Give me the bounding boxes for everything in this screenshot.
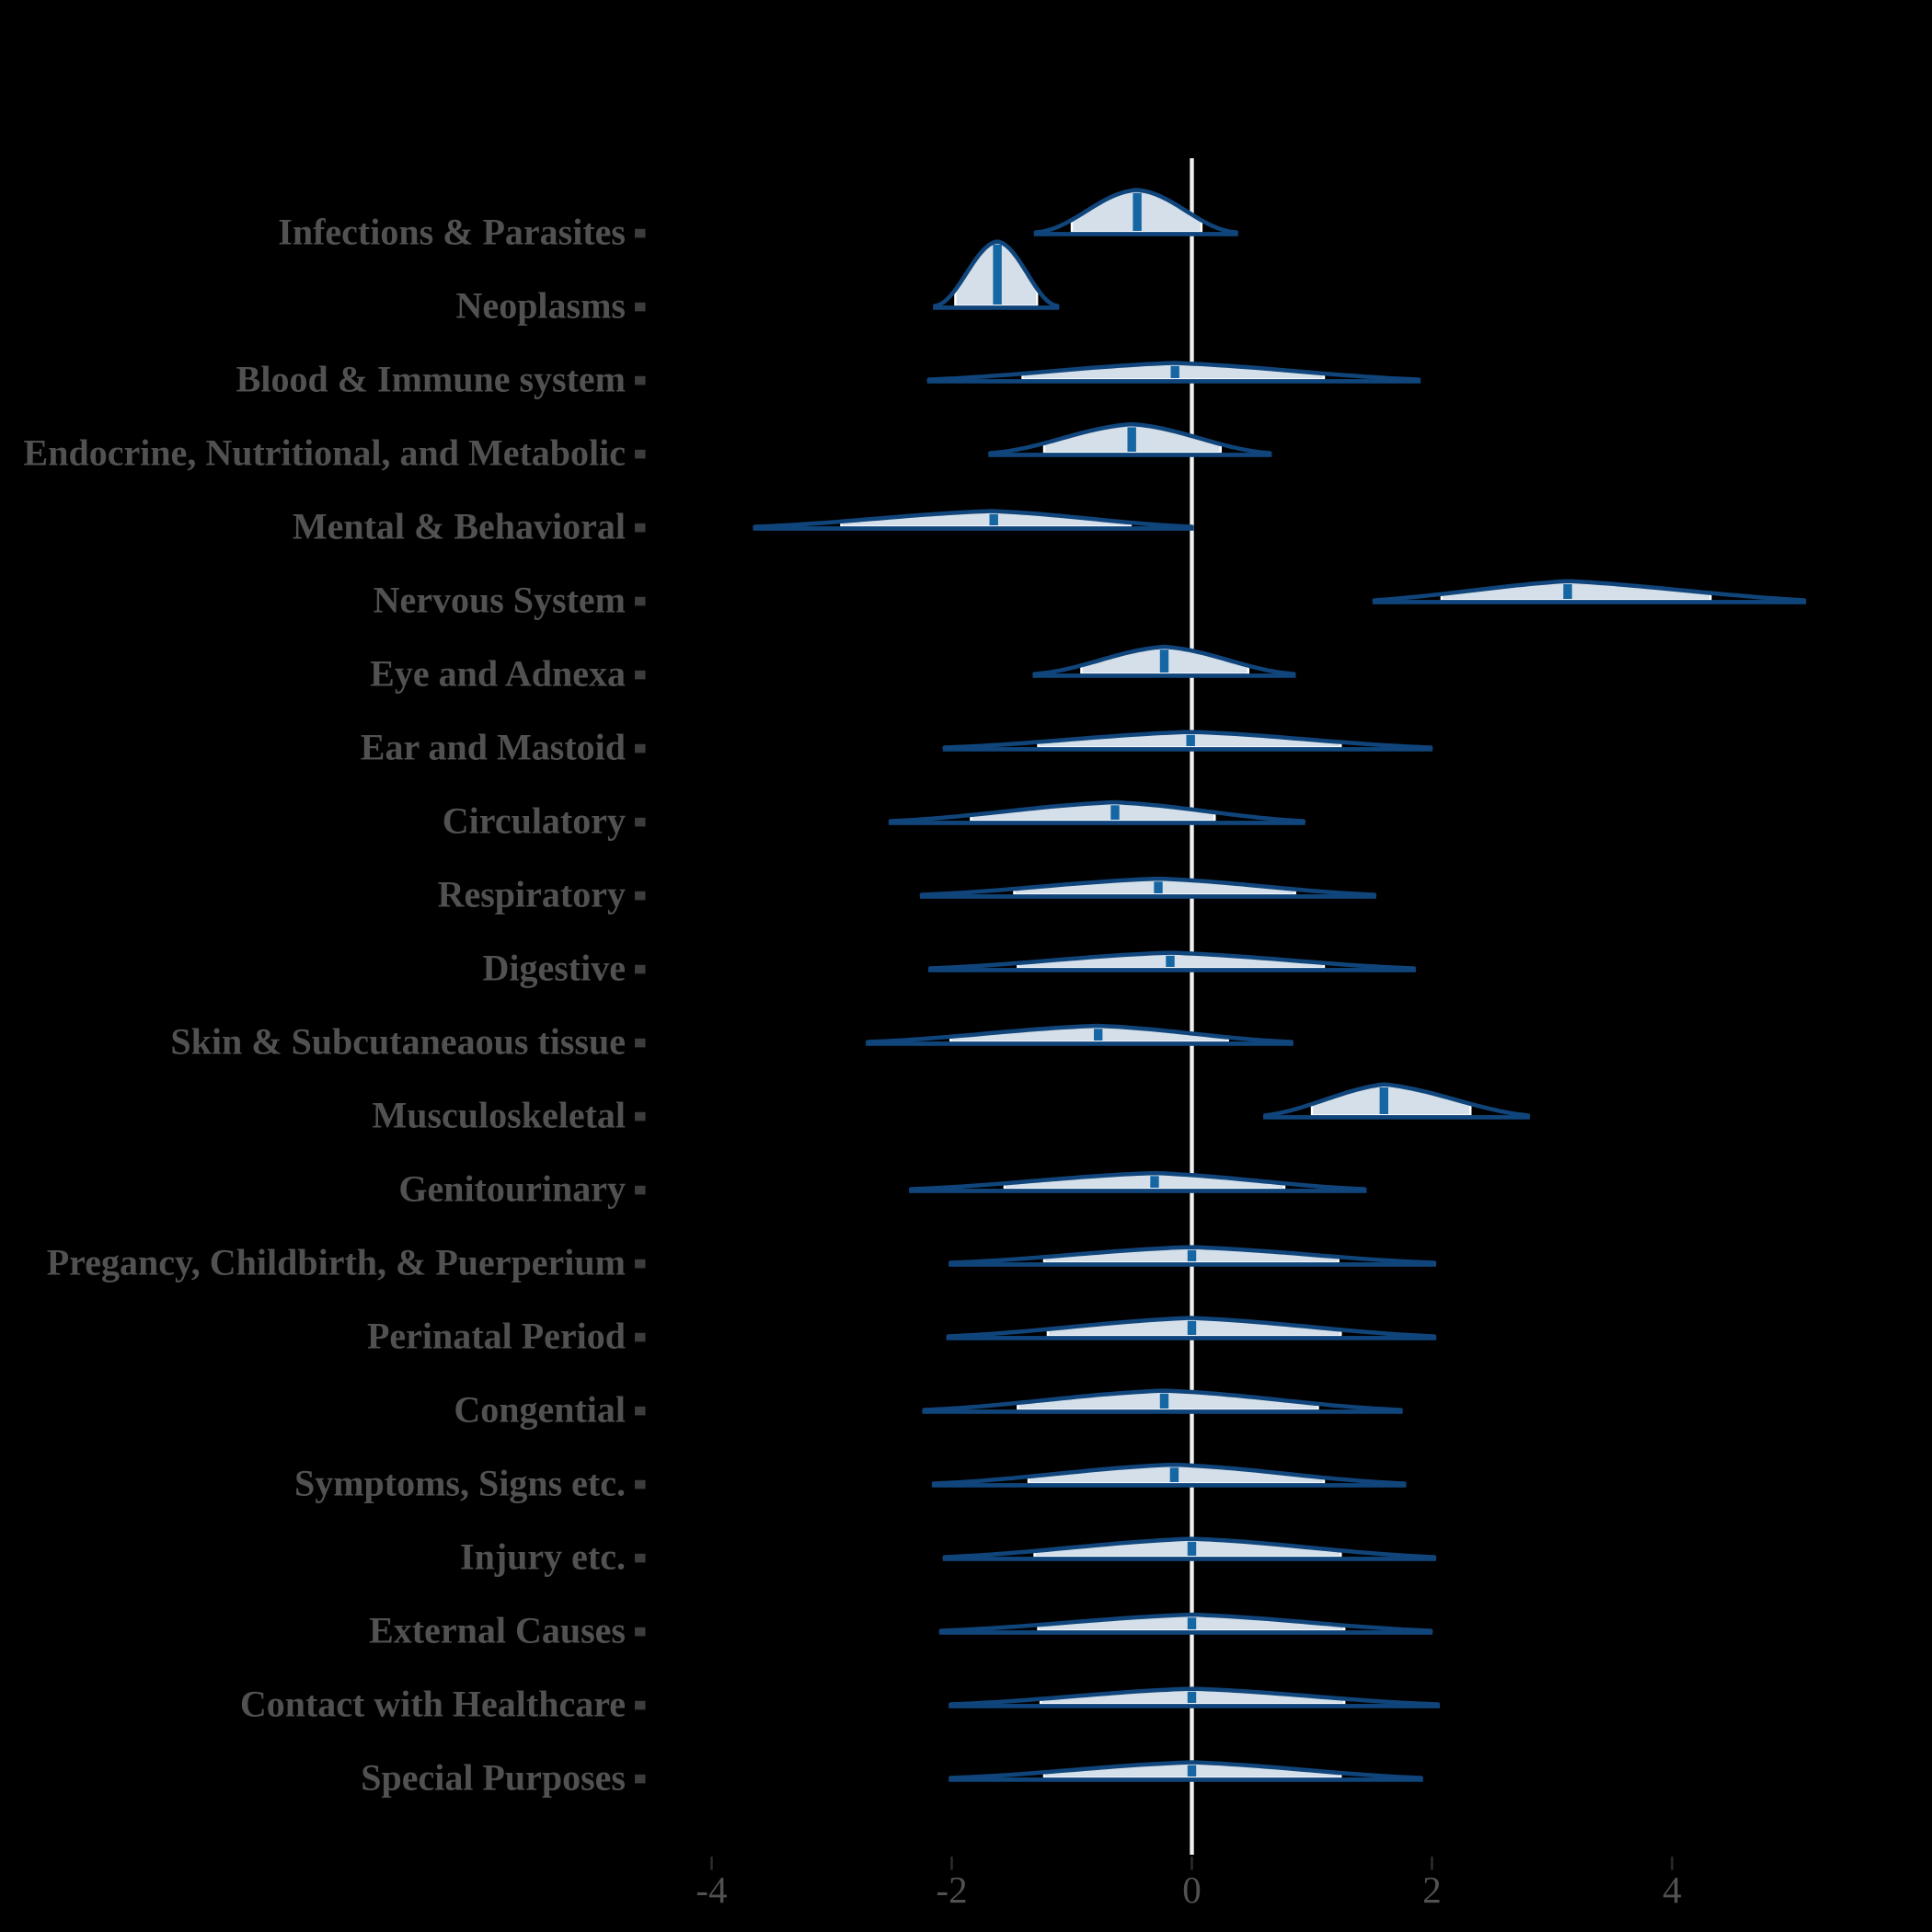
svg-text:Eye and Adnexa: Eye and Adnexa [370, 653, 626, 695]
svg-text:Digestive: Digestive [482, 948, 626, 989]
svg-text:Endocrine, Nutritional, and Me: Endocrine, Nutritional, and Metabolic [24, 432, 626, 474]
svg-text:Ear and Mastoid: Ear and Mastoid [361, 727, 626, 768]
svg-text:-4: -4 [696, 1869, 727, 1911]
svg-text:Pregancy, Childbirth, & Puerpe: Pregancy, Childbirth, & Puerperium [47, 1242, 626, 1283]
svg-text:Mental & Behavioral: Mental & Behavioral [293, 506, 626, 547]
svg-text:External Causes: External Causes [369, 1610, 626, 1651]
svg-text:2: 2 [1422, 1869, 1442, 1911]
svg-text:0: 0 [1182, 1869, 1202, 1911]
svg-text:Contact with Healthcare: Contact with Healthcare [240, 1684, 626, 1725]
svg-text:4: 4 [1662, 1869, 1682, 1911]
svg-text:Respiratory: Respiratory [438, 874, 626, 915]
svg-text:Symptoms, Signs etc.: Symptoms, Signs etc. [294, 1463, 626, 1504]
svg-text:Neoplasms: Neoplasms [456, 285, 626, 327]
svg-text:Infections & Parasites: Infections & Parasites [278, 212, 626, 253]
svg-text:Perinatal Period: Perinatal Period [367, 1316, 626, 1357]
svg-text:Congential: Congential [454, 1389, 626, 1431]
svg-text:Injury etc.: Injury etc. [460, 1536, 626, 1578]
svg-text:Special Purposes: Special Purposes [361, 1757, 626, 1799]
svg-text:Blood & Immune system: Blood & Immune system [236, 359, 626, 400]
svg-text:Circulatory: Circulatory [443, 800, 626, 842]
svg-text:Skin & Subcutaneaous tissue: Skin & Subcutaneaous tissue [170, 1021, 626, 1063]
svg-text:Genitourinary: Genitourinary [398, 1168, 626, 1210]
svg-text:-2: -2 [936, 1869, 967, 1911]
svg-text:Nervous System: Nervous System [374, 580, 626, 621]
svg-text:Musculoskeletal: Musculoskeletal [372, 1095, 626, 1136]
